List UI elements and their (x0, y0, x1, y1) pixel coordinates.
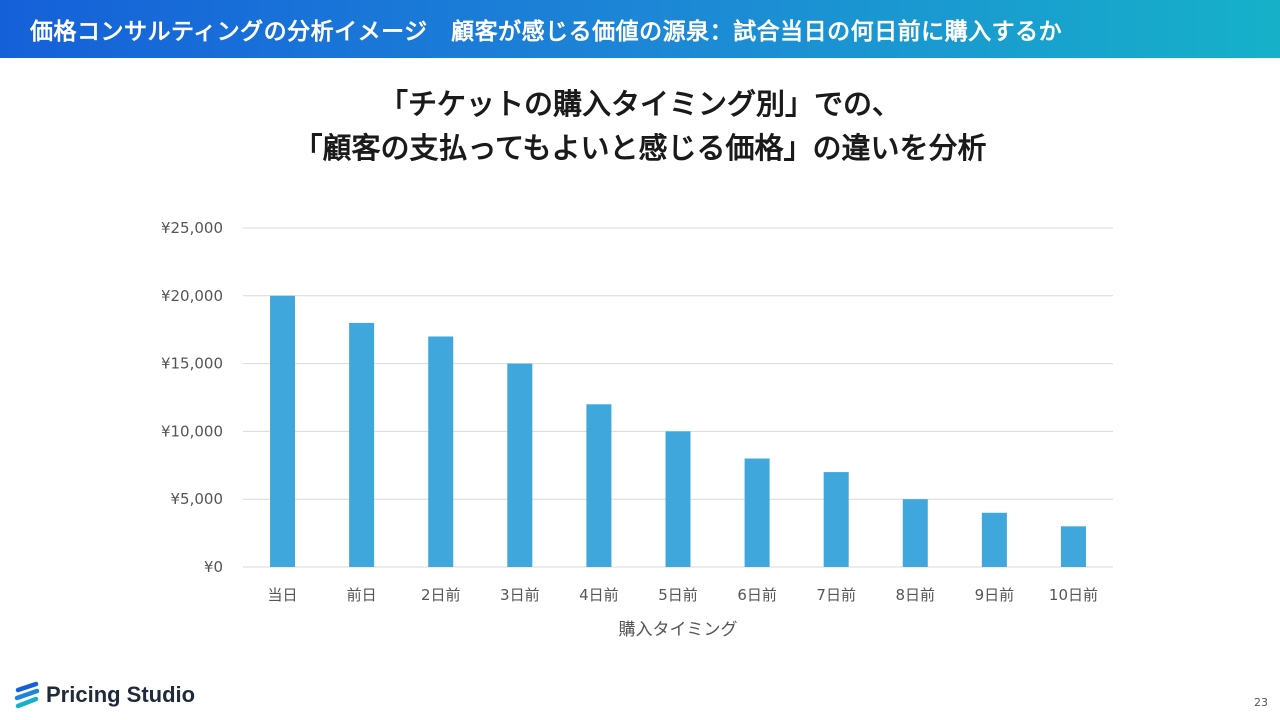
slide-subtitle: 「チケットの購入タイミング別」での、 「顧客の支払ってもよいと感じる価格」の違い… (0, 82, 1280, 170)
page-number: 23 (1254, 696, 1268, 709)
header-bar: 価格コンサルティングの分析イメージ 顧客が感じる価値の源泉：試合当日の何日前に購… (0, 0, 1280, 58)
x-tick-label: 5日前 (658, 586, 698, 604)
x-axis-title: 購入タイミング (619, 620, 738, 640)
x-tick-label: 3日前 (500, 586, 540, 604)
x-tick-label: 8日前 (895, 586, 935, 604)
subtitle-line-1: 「チケットの購入タイミング別」での、 (378, 87, 901, 121)
x-tick-label: 9日前 (975, 586, 1015, 604)
bar (823, 472, 849, 567)
bar (586, 404, 612, 567)
bar (507, 363, 533, 567)
x-tick-label: 10日前 (1049, 586, 1098, 604)
x-tick-label: 6日前 (737, 586, 777, 604)
y-tick-label: ¥5,000 (171, 490, 224, 508)
bar (744, 458, 770, 567)
bar (349, 322, 375, 567)
bar (1060, 526, 1086, 567)
y-tick-label: ¥25,000 (161, 219, 223, 237)
bar (981, 512, 1007, 567)
y-tick-label: ¥20,000 (161, 287, 223, 305)
x-tick-label: 当日 (268, 586, 298, 604)
subtitle-line-2: 「顧客の支払ってもよいと感じる価格」の違いを分析 (293, 131, 987, 165)
pricing-studio-logo-icon (14, 681, 40, 709)
bar (428, 336, 454, 567)
x-tick-label: 4日前 (579, 586, 619, 604)
x-tick-label: 2日前 (421, 586, 461, 604)
y-tick-label: ¥0 (204, 558, 223, 576)
header-title: 価格コンサルティングの分析イメージ 顧客が感じる価値の源泉：試合当日の何日前に購… (30, 19, 1063, 45)
x-tick-label: 前日 (347, 586, 377, 604)
brand-logo: Pricing Studio (14, 679, 195, 711)
bar (902, 499, 928, 567)
bar (270, 295, 296, 567)
y-tick-label: ¥15,000 (161, 355, 223, 373)
x-tick-label: 7日前 (816, 586, 856, 604)
brand-name: Pricing Studio (46, 682, 196, 707)
y-tick-label: ¥10,000 (161, 422, 223, 440)
bar (665, 431, 691, 567)
